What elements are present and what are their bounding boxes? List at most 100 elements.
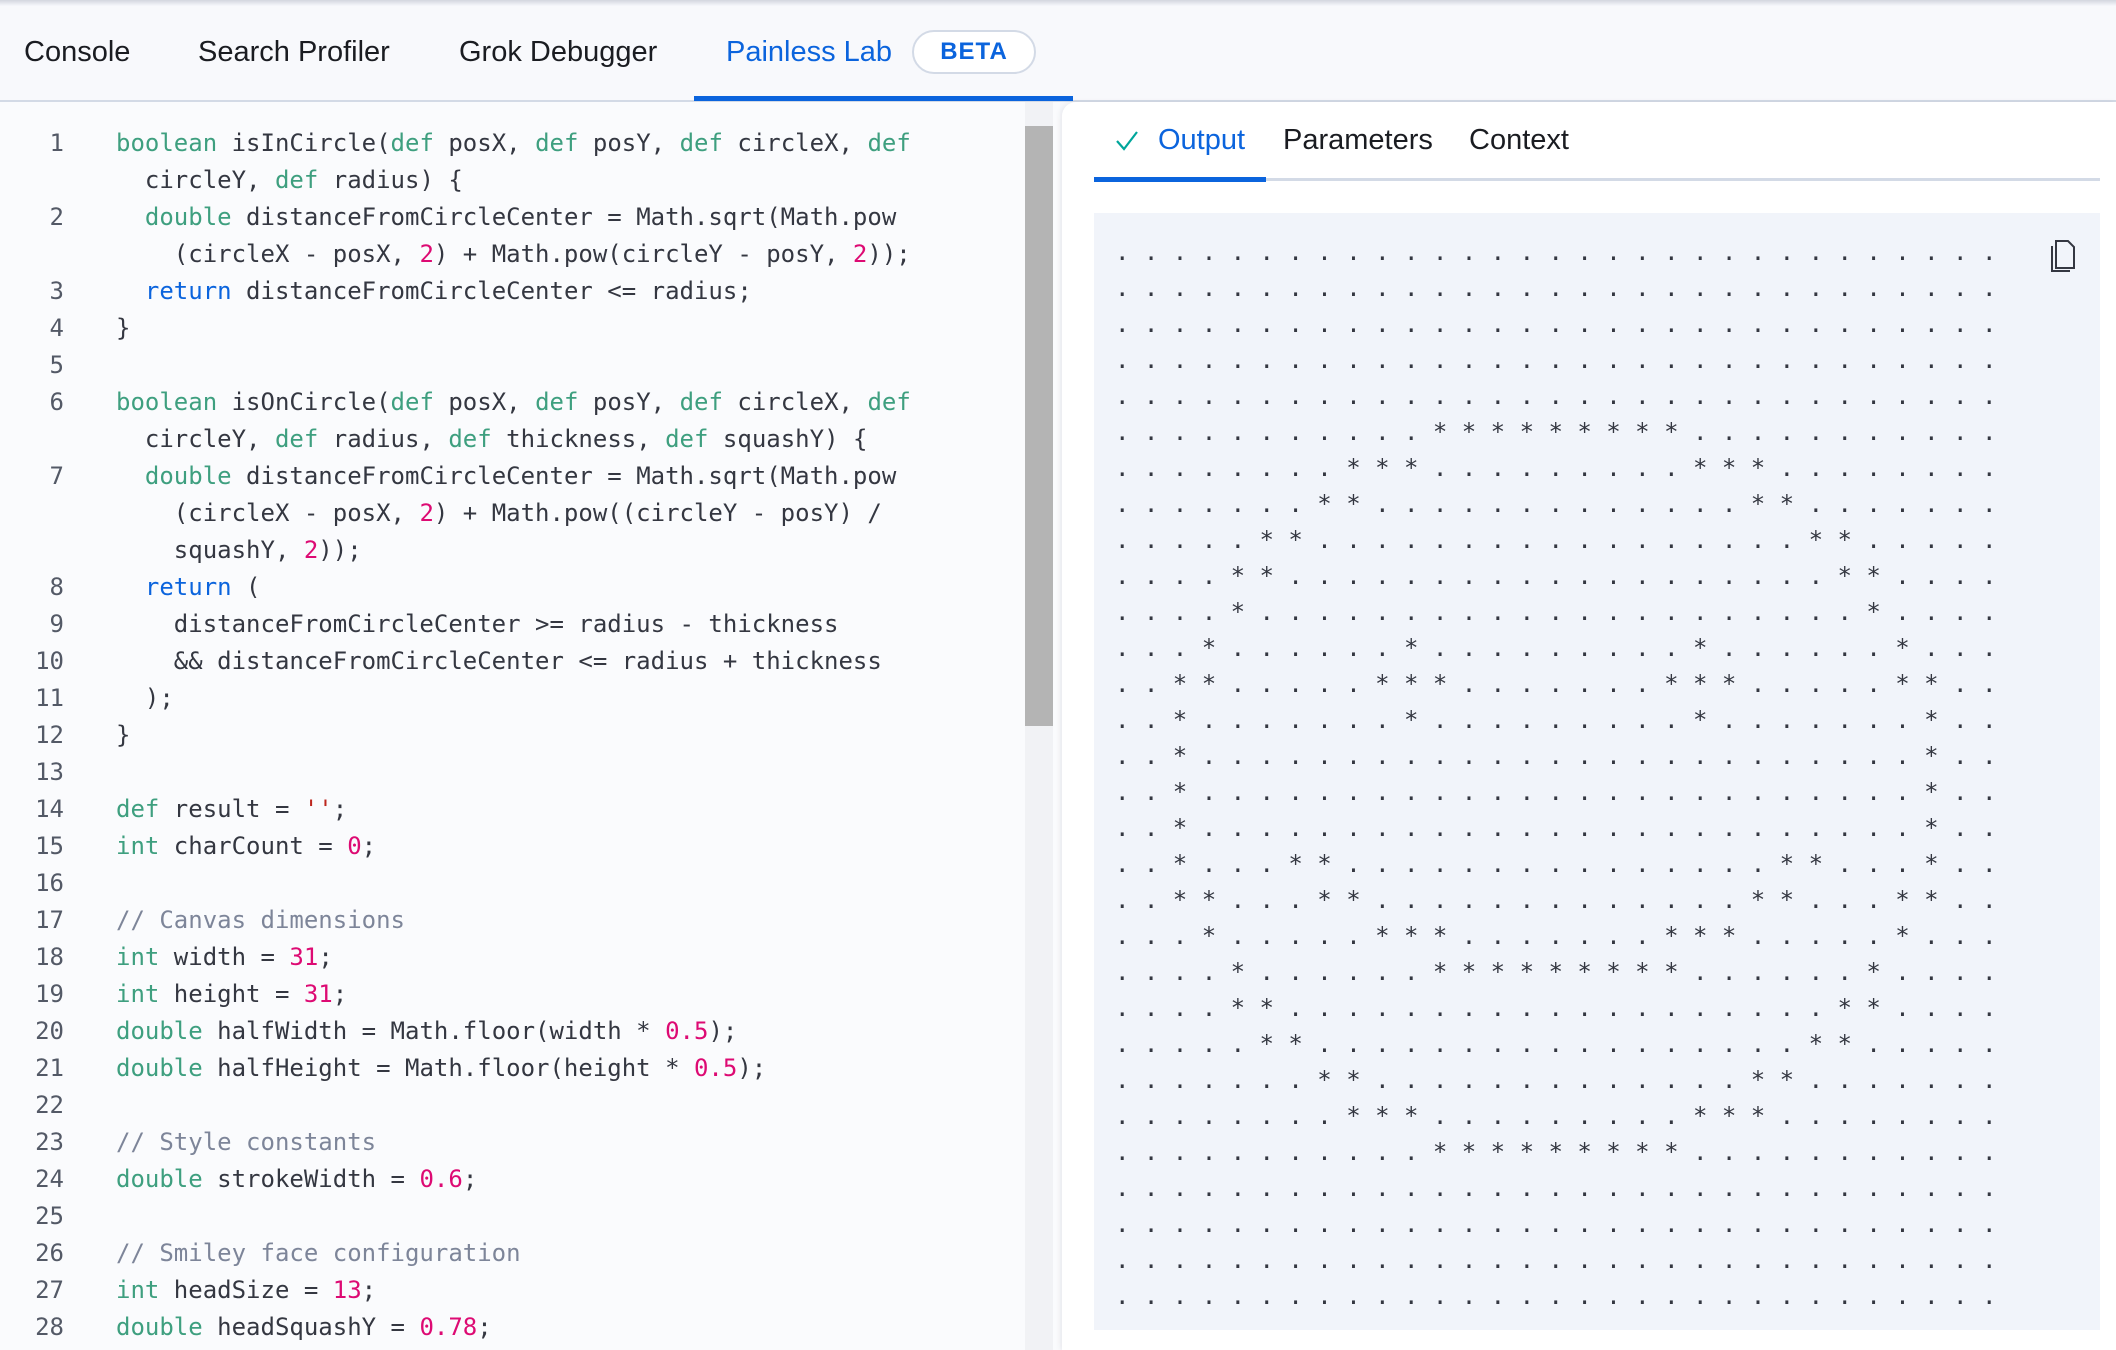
code-token: distanceFromCircleCenter = Math.sqrt(Mat… xyxy=(231,203,897,231)
copy-icon[interactable] xyxy=(2048,238,2078,274)
code-line: 1 boolean isInCircle(def posX, def posY, … xyxy=(0,125,1020,162)
code-token: int xyxy=(116,943,160,971)
code-line: 21 double halfHeight = Math.floor(height … xyxy=(0,1050,1020,1087)
line-number: 13 xyxy=(35,758,64,786)
line-number: 7 xyxy=(49,462,64,490)
code-token: halfHeight = Math.floor(height * xyxy=(202,1054,694,1082)
code-line: squashY, 2)); xyxy=(0,532,1020,569)
code-token: // Smiley face configuration xyxy=(116,1239,521,1267)
code-text: circleY, def radius) { xyxy=(116,162,463,199)
line-number: 15 xyxy=(35,832,64,860)
output-box: . . . . . . . . . . . . . . . . . . . . … xyxy=(1094,213,2100,1330)
code-token: def xyxy=(448,425,492,453)
code-token: radius) { xyxy=(318,166,463,194)
code-token: def xyxy=(867,129,911,157)
code-token: double xyxy=(144,203,232,231)
code-token: return xyxy=(144,573,232,601)
code-text: int headSize = 13; xyxy=(116,1272,376,1309)
code-token: width = xyxy=(159,943,290,971)
output-text: . . . . . . . . . . . . . . . . . . . . … xyxy=(1115,238,1997,1310)
code-token: def xyxy=(390,129,434,157)
code-token: thickness, xyxy=(491,425,666,453)
tab-search-profiler[interactable]: Search Profiler xyxy=(198,36,390,68)
code-text: double headSquashY = 0.78; xyxy=(116,1309,492,1346)
line-number: 24 xyxy=(35,1165,64,1193)
code-token: def xyxy=(116,795,160,823)
code-token: circleY, xyxy=(116,425,275,453)
panel-active-tab-indicator xyxy=(1094,177,1266,182)
code-line: 14 def result = ''; xyxy=(0,791,1020,828)
code-token: ; xyxy=(477,1313,492,1341)
code-text: double strokeWidth = 0.6; xyxy=(116,1161,477,1198)
code-token: // Style constants xyxy=(116,1128,377,1156)
code-token: def xyxy=(274,166,319,194)
code-token: charCount = xyxy=(159,832,348,860)
line-number: 28 xyxy=(35,1313,64,1341)
code-token: posY, xyxy=(578,388,680,416)
code-token: (circleX - posX, xyxy=(116,240,420,268)
code-token: 0.78 xyxy=(419,1313,478,1341)
line-number: 14 xyxy=(35,795,64,823)
code-token: 0 xyxy=(347,832,362,860)
editor-scrollbar-thumb[interactable] xyxy=(1025,126,1053,726)
code-text: circleY, def radius, def thickness, def … xyxy=(116,421,868,458)
code-line: (circleX - posX, 2) + Math.pow(circleY -… xyxy=(0,236,1020,273)
code-token: return xyxy=(144,277,232,305)
tab-grok-debugger[interactable]: Grok Debugger xyxy=(459,36,658,68)
line-number: 26 xyxy=(35,1239,64,1267)
code-token: distanceFromCircleCenter <= radius; xyxy=(231,277,752,305)
code-token: isInCircle( xyxy=(217,129,391,157)
code-text: boolean isInCircle(def posX, def posY, d… xyxy=(116,125,911,162)
code-token: def xyxy=(390,388,434,416)
tab-context[interactable]: Context xyxy=(1469,124,1569,156)
code-text: // Canvas dimensions xyxy=(116,902,405,939)
code-text: distanceFromCircleCenter >= radius - thi… xyxy=(116,606,839,643)
code-token: int xyxy=(116,832,160,860)
code-token: boolean xyxy=(116,388,218,416)
code-token: strokeWidth = xyxy=(202,1165,420,1193)
code-line: 26 // Smiley face configuration xyxy=(0,1235,1020,1272)
code-token: int xyxy=(116,980,160,1008)
code-editor[interactable]: 1 boolean isInCircle(def posX, def posY, … xyxy=(0,102,1060,1350)
line-number: 2 xyxy=(49,203,64,231)
code-token: 0.5 xyxy=(693,1054,738,1082)
code-token: def xyxy=(274,425,319,453)
code-text: squashY, 2)); xyxy=(116,532,362,569)
code-token: distanceFromCircleCenter >= radius - thi… xyxy=(116,610,839,638)
code-token: ; xyxy=(462,1165,478,1193)
code-token: 0.5 xyxy=(665,1017,709,1045)
code-line: 7 double distanceFromCircleCenter = Math… xyxy=(0,458,1020,495)
code-token: ( xyxy=(231,573,261,601)
code-token: int xyxy=(116,1276,160,1304)
code-token: ; xyxy=(332,795,348,823)
code-text: && distanceFromCircleCenter <= radius + … xyxy=(116,643,882,680)
code-token xyxy=(116,573,145,601)
panel-tab-divider xyxy=(1094,178,2100,181)
code-line: 25 xyxy=(0,1198,1020,1235)
code-line: 5 xyxy=(0,347,1020,384)
code-token: )); xyxy=(867,240,911,268)
editor-scrollbar[interactable] xyxy=(1025,102,1053,1350)
line-number: 17 xyxy=(35,906,64,934)
tab-output[interactable]: Output xyxy=(1158,124,1246,156)
tab-console[interactable]: Console xyxy=(24,36,131,68)
tab-parameters[interactable]: Parameters xyxy=(1283,124,1433,156)
line-number: 4 xyxy=(49,314,64,342)
code-token: def xyxy=(665,425,709,453)
code-token: ; xyxy=(332,980,348,1008)
code-line: 28 double headSquashY = 0.78; xyxy=(0,1309,1020,1346)
code-token: 31 xyxy=(303,980,333,1008)
code-token: def xyxy=(535,129,579,157)
code-token: posX, xyxy=(433,129,536,157)
code-line: 15 int charCount = 0; xyxy=(0,828,1020,865)
code-text: } xyxy=(116,310,130,347)
tab-painless-lab[interactable]: Painless Lab xyxy=(726,36,893,68)
code-token: circleY, xyxy=(116,166,275,194)
code-text: double halfWidth = Math.floor(width * 0.… xyxy=(116,1013,737,1050)
code-token: circleX, xyxy=(722,388,868,416)
code-token: headSize = xyxy=(159,1276,333,1304)
code-token: posX, xyxy=(433,388,536,416)
line-number: 11 xyxy=(35,684,64,712)
code-token: (circleX - posX, xyxy=(116,499,420,527)
code-token: def xyxy=(679,129,723,157)
